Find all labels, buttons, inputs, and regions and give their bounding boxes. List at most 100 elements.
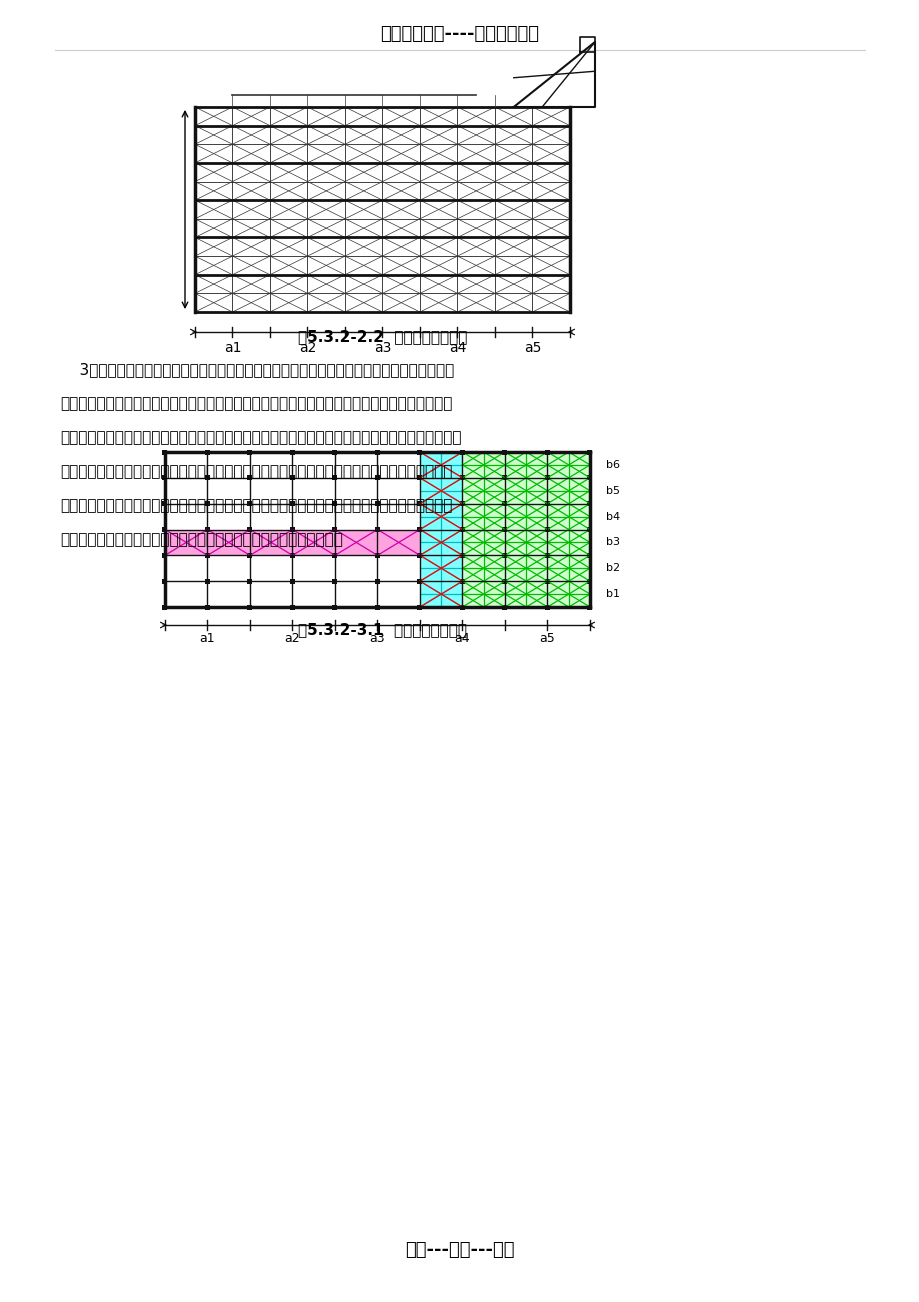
Bar (420, 556, 462, 581)
Bar (462, 452, 505, 478)
Bar (247, 604, 252, 609)
Bar (502, 527, 507, 533)
Bar (460, 449, 464, 454)
Bar (544, 501, 550, 506)
Bar (247, 527, 252, 533)
Text: a2: a2 (299, 341, 316, 355)
Bar (417, 501, 422, 506)
Bar (289, 501, 295, 506)
Bar (547, 452, 589, 478)
Bar (505, 478, 547, 504)
Bar (417, 578, 422, 583)
Bar (332, 604, 337, 609)
Bar (332, 527, 337, 533)
Bar (289, 604, 295, 609)
Bar (547, 478, 589, 504)
Bar (332, 449, 337, 454)
Bar (505, 556, 547, 581)
Bar (289, 475, 295, 480)
Bar (205, 604, 210, 609)
Bar (289, 553, 295, 557)
Bar (502, 604, 507, 609)
Bar (417, 604, 422, 609)
Bar (335, 530, 377, 556)
Bar (420, 478, 462, 504)
Bar (332, 475, 337, 480)
Text: a5: a5 (539, 633, 555, 646)
Bar (420, 504, 462, 530)
Text: 先安装网架下弦，再在地面拼装在地面组装好单元节点，每单元节点以一个钢球四根杆件为宜；利: 先安装网架下弦，再在地面拼装在地面组装好单元节点，每单元节点以一个钢球四根杆件为… (60, 397, 452, 411)
Text: b2: b2 (606, 564, 619, 573)
Bar (547, 530, 589, 556)
Bar (417, 553, 422, 557)
Bar (247, 501, 252, 506)
Bar (502, 553, 507, 557)
Bar (289, 449, 295, 454)
Bar (420, 452, 462, 478)
Bar (505, 504, 547, 530)
Bar (460, 527, 464, 533)
Bar (502, 501, 507, 506)
Bar (417, 449, 422, 454)
Bar (165, 530, 208, 556)
Text: a5: a5 (523, 341, 540, 355)
Text: a4: a4 (448, 341, 466, 355)
Bar (502, 475, 507, 480)
Bar (163, 449, 167, 454)
Text: b3: b3 (606, 538, 619, 547)
Bar (460, 501, 464, 506)
Bar (163, 553, 167, 557)
Bar (460, 475, 464, 480)
Bar (375, 604, 380, 609)
Bar (505, 452, 547, 478)
Bar (205, 578, 210, 583)
Bar (289, 527, 295, 533)
Bar (375, 449, 380, 454)
Bar (544, 578, 550, 583)
Text: a3: a3 (369, 633, 385, 646)
Bar (292, 530, 335, 556)
Bar (247, 553, 252, 557)
Bar (163, 578, 167, 583)
Bar (587, 578, 592, 583)
Text: 3在前一步组装完的网架基础上延东西方向拼装，顺序为：向前伸一个网格，延南北方向轴线: 3在前一步组装完的网架基础上延东西方向拼装，顺序为：向前伸一个网格，延南北方向轴… (60, 362, 454, 378)
Bar (375, 553, 380, 557)
Bar (332, 501, 337, 506)
Bar (587, 604, 592, 609)
Bar (502, 449, 507, 454)
Bar (205, 553, 210, 557)
Text: b5: b5 (606, 486, 619, 496)
Bar (289, 578, 295, 583)
Bar (247, 578, 252, 583)
Bar (208, 530, 250, 556)
Bar (377, 530, 420, 556)
Text: a3: a3 (373, 341, 391, 355)
Text: b6: b6 (606, 460, 619, 470)
Bar (163, 475, 167, 480)
Bar (375, 578, 380, 583)
Bar (462, 530, 505, 556)
Bar (544, 527, 550, 533)
Bar (462, 581, 505, 607)
Bar (375, 501, 380, 506)
Text: b1: b1 (606, 589, 619, 599)
Bar (462, 478, 505, 504)
Bar (460, 553, 464, 557)
Bar (375, 475, 380, 480)
Text: 图5.3.2-2.2  网架拼装剖面示意: 图5.3.2-2.2 网架拼装剖面示意 (298, 329, 467, 345)
Bar (505, 530, 547, 556)
Bar (544, 449, 550, 454)
Bar (205, 501, 210, 506)
Bar (587, 553, 592, 557)
Bar (420, 530, 462, 556)
Bar (587, 475, 592, 480)
Bar (587, 527, 592, 533)
Bar (205, 527, 210, 533)
Bar (332, 578, 337, 583)
Text: 拧紧，即完成一个单元节点的安装。以此安装顺序延伸扩展下去，直到整个轴线安装完，并与支座: 拧紧，即完成一个单元节点的安装。以此安装顺序延伸扩展下去，直到整个轴线安装完，并… (60, 465, 452, 479)
Bar (462, 556, 505, 581)
Bar (547, 581, 589, 607)
Bar (460, 604, 464, 609)
Bar (247, 449, 252, 454)
Bar (460, 578, 464, 583)
